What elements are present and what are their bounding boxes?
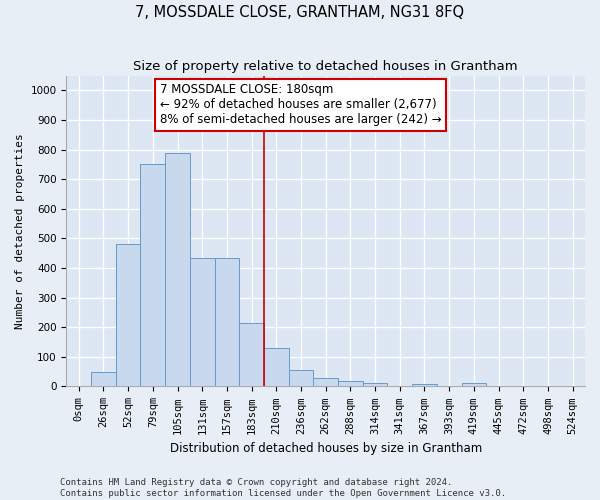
- Y-axis label: Number of detached properties: Number of detached properties: [15, 133, 25, 329]
- Text: Contains HM Land Registry data © Crown copyright and database right 2024.
Contai: Contains HM Land Registry data © Crown c…: [60, 478, 506, 498]
- Text: 7, MOSSDALE CLOSE, GRANTHAM, NG31 8FQ: 7, MOSSDALE CLOSE, GRANTHAM, NG31 8FQ: [136, 5, 464, 20]
- Bar: [313, 378, 338, 386]
- Bar: [239, 323, 264, 386]
- Bar: [215, 258, 239, 386]
- Bar: [140, 164, 165, 386]
- Bar: [165, 152, 190, 386]
- Bar: [190, 258, 215, 386]
- Bar: [412, 384, 437, 386]
- Bar: [461, 384, 486, 386]
- Text: 7 MOSSDALE CLOSE: 180sqm
← 92% of detached houses are smaller (2,677)
8% of semi: 7 MOSSDALE CLOSE: 180sqm ← 92% of detach…: [160, 84, 442, 126]
- Bar: [116, 244, 140, 386]
- Bar: [289, 370, 313, 386]
- X-axis label: Distribution of detached houses by size in Grantham: Distribution of detached houses by size …: [170, 442, 482, 455]
- Bar: [91, 372, 116, 386]
- Bar: [264, 348, 289, 387]
- Title: Size of property relative to detached houses in Grantham: Size of property relative to detached ho…: [133, 60, 518, 73]
- Bar: [363, 384, 388, 386]
- Bar: [338, 381, 363, 386]
